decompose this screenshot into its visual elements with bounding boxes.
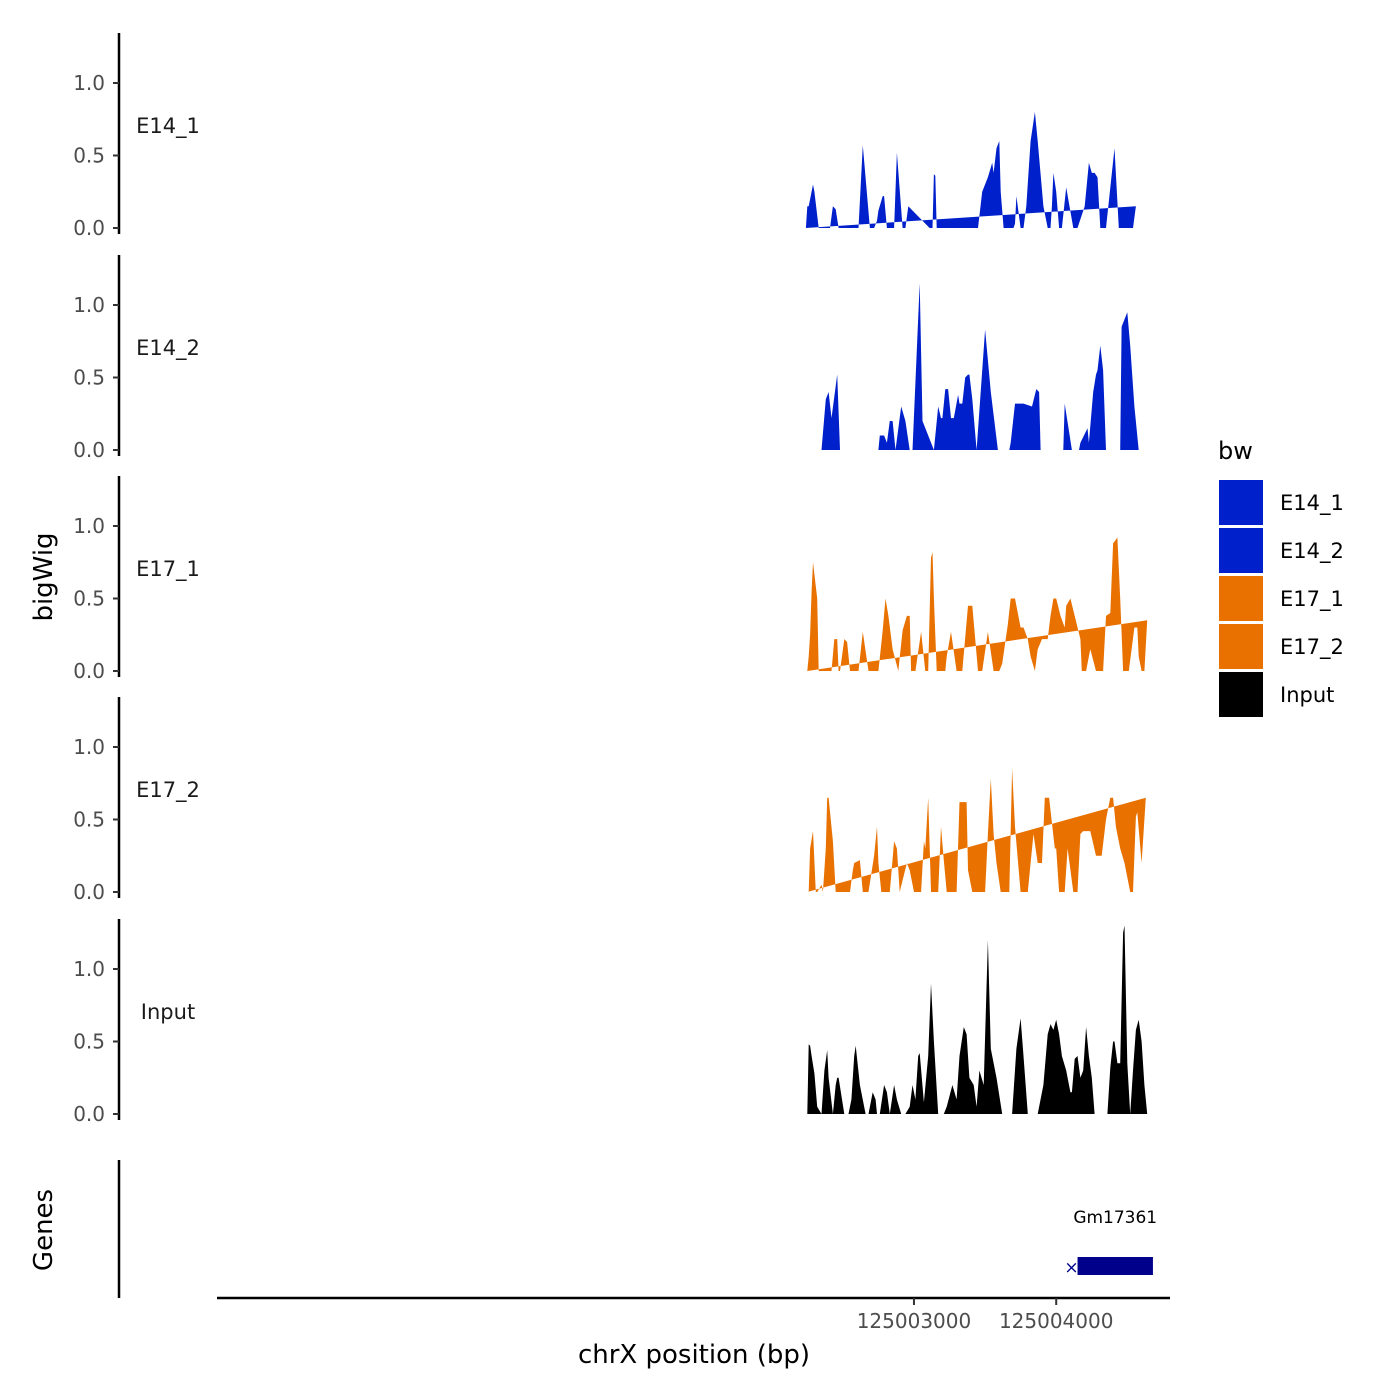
gene-body (1077, 1257, 1153, 1275)
legend-item-e14_2: E14_2 (1219, 528, 1344, 573)
legend-label: E14_1 (1280, 491, 1344, 516)
y-tick-label: 0.0 (73, 438, 105, 462)
y-tick-label: 0.0 (73, 880, 105, 904)
legend-title: bw (1218, 437, 1253, 465)
track-panel-input: 0.0 0.5 1.0 Input (73, 919, 1152, 1126)
legend-item-input: Input (1219, 672, 1334, 717)
track-panel-e14_2: 0.0 0.5 1.0 E14_2 (73, 255, 1143, 462)
legend-item-e14_1: E14_1 (1219, 480, 1344, 525)
track-label: E14_1 (136, 114, 200, 139)
y-tick-label: 0.5 (73, 1030, 105, 1054)
legend-swatch (1219, 576, 1263, 621)
y-tick-label: 1.0 (73, 293, 105, 317)
legend-label: E17_2 (1280, 635, 1344, 660)
y-tick-label: 0.5 (73, 144, 105, 168)
x-tick-label: 125003000 (857, 1309, 972, 1333)
genes-track: × Gm17361 (117, 1160, 1157, 1298)
track-label: E17_2 (136, 778, 200, 803)
legend-swatch (1219, 528, 1263, 573)
y-tick-label: 1.0 (73, 957, 105, 981)
gene-label: Gm17361 (1073, 1208, 1157, 1228)
y-tick-label: 0.0 (73, 1102, 105, 1126)
legend-item-e17_1: E17_1 (1219, 576, 1344, 621)
x-axis: 125003000 125004000 (217, 1296, 1170, 1333)
legend-label: Input (1280, 683, 1334, 707)
legend-swatch (1219, 480, 1263, 525)
signal-tracks: 0.0 0.5 1.0 E14_1 0.0 0.5 1.0 E14_2 0.0 0.5 1.0 E17… (73, 33, 1152, 1126)
y-tick-label: 0.0 (73, 659, 105, 683)
signal-area-e14_1 (805, 112, 1136, 228)
x-tick-label: 125004000 (999, 1309, 1114, 1333)
strand-marker: × (1064, 1258, 1078, 1278)
track-label: E17_1 (136, 557, 200, 582)
track-panel-e17_1: 0.0 0.5 1.0 E17_1 (73, 476, 1148, 683)
track-label: E14_2 (136, 336, 200, 361)
y-tick-label: 1.0 (73, 514, 105, 538)
legend: bw E14_1 E14_2 E17_1 E17_2 Input (1218, 437, 1344, 717)
y-tick-label: 0.5 (73, 587, 105, 611)
legend-swatch (1219, 672, 1263, 717)
genes-axis-title: Genes (29, 1189, 59, 1271)
y-tick-label: 0.5 (73, 366, 105, 390)
x-axis-title: chrX position (bp) (578, 1340, 810, 1370)
y-tick-label: 1.0 (73, 735, 105, 759)
signal-area-input (807, 925, 1152, 1114)
y-axis-title: bigWig (29, 532, 59, 621)
signal-area-e17_1 (807, 537, 1148, 671)
legend-label: E14_2 (1280, 539, 1344, 564)
legend-swatch (1219, 624, 1263, 669)
y-tick-label: 1.0 (73, 71, 105, 95)
track-label: Input (141, 1000, 195, 1024)
signal-area-e17_2 (807, 768, 1146, 892)
legend-label: E17_1 (1280, 587, 1344, 612)
legend-item-e17_2: E17_2 (1219, 624, 1344, 669)
signal-area-e14_2 (821, 283, 1143, 450)
y-tick-label: 0.5 (73, 808, 105, 832)
track-panel-e14_1: 0.0 0.5 1.0 E14_1 (73, 33, 1136, 240)
y-tick-label: 0.0 (73, 216, 105, 240)
gene-gm17361: × Gm17361 (1064, 1208, 1157, 1278)
track-panel-e17_2: 0.0 0.5 1.0 E17_2 (73, 697, 1146, 904)
